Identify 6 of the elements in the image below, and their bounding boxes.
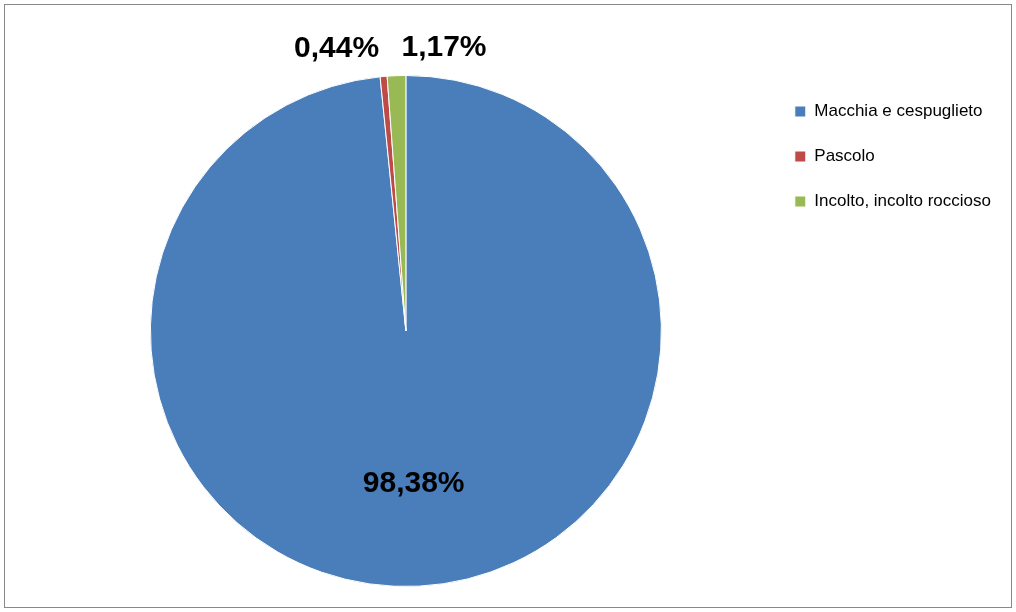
legend-label: Pascolo — [814, 146, 875, 166]
data-label: 98,38% — [362, 465, 465, 499]
legend-label: Incolto, incolto roccioso — [814, 191, 991, 211]
data-label: 1,17% — [401, 28, 487, 62]
data-label: 0,44% — [294, 29, 380, 63]
legend-label: Macchia e cespuglieto — [814, 101, 983, 121]
